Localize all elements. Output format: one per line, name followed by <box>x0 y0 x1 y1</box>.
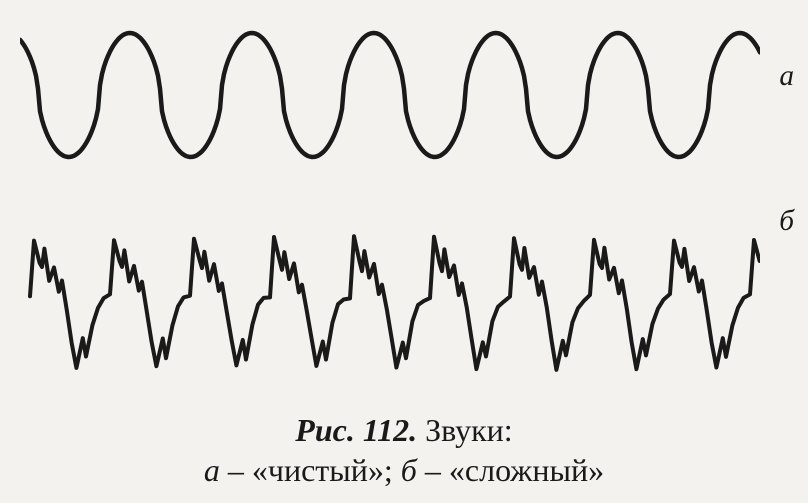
caption-a-letter: а <box>204 452 220 488</box>
wave-b-plot <box>20 225 760 385</box>
caption-line-2: а – «чистый»; б – «сложный» <box>0 450 808 490</box>
caption-fig-number: Рис. 112. <box>295 412 417 448</box>
wave-a-container <box>20 15 760 175</box>
caption-title: Звуки: <box>417 412 513 448</box>
wave-a-label: а <box>779 60 794 93</box>
caption-a-text: – «чистый»; <box>220 452 401 488</box>
wave-b-container <box>20 225 760 385</box>
caption-b-text: – «сложный» <box>417 452 604 488</box>
wave-b-label: б <box>779 205 794 238</box>
figure-112: а б Рис. 112. Звуки: а – «чистый»; б – «… <box>0 0 808 503</box>
caption-line-1: Рис. 112. Звуки: <box>0 410 808 450</box>
wave-a-plot <box>20 15 760 175</box>
caption-b-letter: б <box>401 452 417 488</box>
